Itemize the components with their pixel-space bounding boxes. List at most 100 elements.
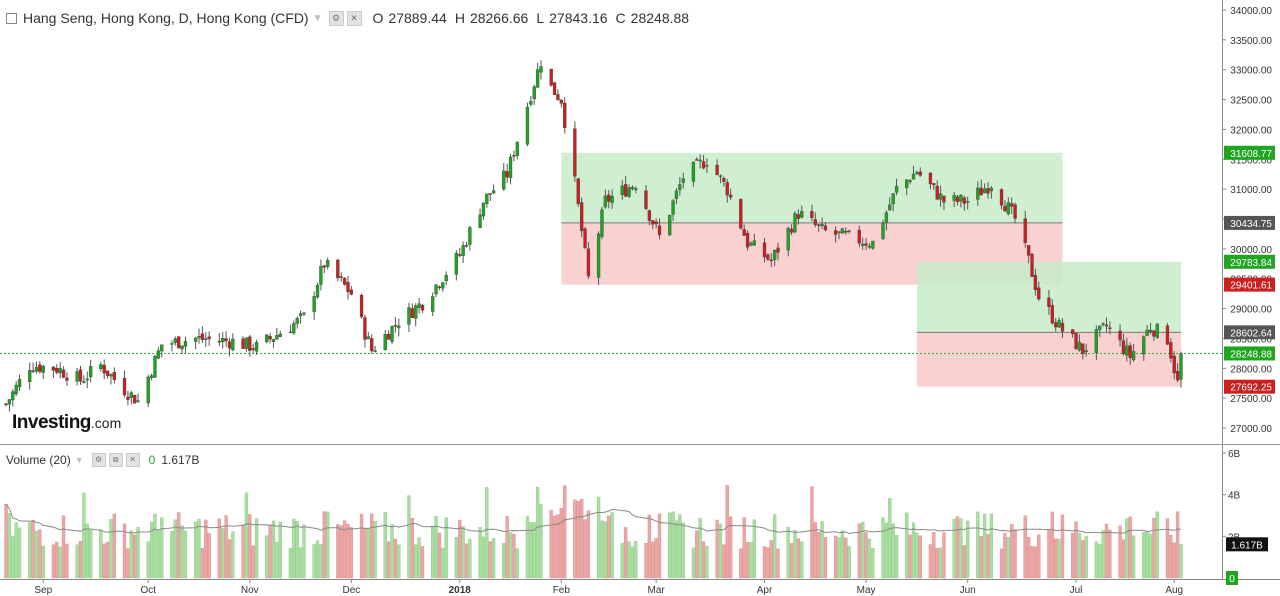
candle-up <box>28 370 32 382</box>
candle-down <box>986 188 990 194</box>
candle-down <box>810 211 814 218</box>
volume-current-value: 1.617B <box>161 453 200 467</box>
candle-down <box>505 171 509 178</box>
candle-up <box>1101 323 1105 325</box>
volume-flag-label: 0 <box>1229 574 1235 585</box>
volume-bar-down <box>339 525 343 579</box>
candle-down <box>999 189 1004 206</box>
volume-bar-up <box>41 545 45 579</box>
candle-down <box>823 225 828 231</box>
volume-bar-up <box>244 492 249 579</box>
candle-up <box>1125 345 1129 356</box>
volume-flag <box>1226 537 1268 552</box>
volume-bar-down <box>955 516 960 579</box>
candle-down <box>227 341 232 349</box>
volume-bar-down <box>1175 511 1180 579</box>
candle-down <box>556 94 560 101</box>
candle-down <box>1081 343 1085 354</box>
candle-up <box>871 240 875 249</box>
candle-up <box>434 284 438 295</box>
close-icon[interactable]: ✕ <box>346 10 362 26</box>
volume-bar-up <box>373 521 377 579</box>
candle-down <box>1070 329 1075 335</box>
x-tick-label: Oct <box>140 585 156 596</box>
candle-down <box>742 229 746 236</box>
candle-up <box>718 175 723 177</box>
price-tick-label: 28500.00 <box>1230 334 1272 345</box>
volume-bar-up <box>911 522 916 579</box>
volume-bar-down <box>1047 529 1051 579</box>
copy-icon[interactable]: ⧉ <box>108 453 123 467</box>
volume-bar-down <box>1050 511 1054 579</box>
volume-bar-down <box>576 500 580 579</box>
volume-bar-down <box>573 499 577 579</box>
volume-bar-up <box>1145 531 1149 579</box>
candle-down <box>1108 327 1112 329</box>
candle-up <box>752 240 756 246</box>
price-tick-label: 32500.00 <box>1230 96 1272 107</box>
volume-bar-down <box>105 541 110 579</box>
volume-bar-down <box>1118 525 1122 579</box>
volume-bar-down <box>55 541 59 579</box>
chevron-down-icon[interactable]: ▼ <box>312 12 323 24</box>
volume-bar-up <box>366 527 370 579</box>
candle-down <box>224 338 228 342</box>
candle-down <box>204 338 208 340</box>
volume-bar-up <box>1101 530 1105 579</box>
volume-bar-up <box>820 521 824 579</box>
candle-down <box>796 214 801 219</box>
candle-down <box>51 366 56 371</box>
price-tick-label: 31500.00 <box>1230 155 1272 166</box>
candle-up <box>1006 202 1010 214</box>
volume-bar-down <box>918 535 922 579</box>
candle-down <box>789 228 794 233</box>
volume-bar-up <box>390 524 394 579</box>
volume-bar-down <box>1037 534 1041 579</box>
volume-bar-down <box>488 541 492 579</box>
candle-down <box>745 232 750 248</box>
volume-bar-down <box>505 516 509 579</box>
candle-up <box>1084 350 1088 353</box>
settings-icon[interactable]: ⚙ <box>328 10 344 26</box>
candle-down <box>38 364 42 372</box>
price-flag-label: 31608.77 <box>1230 149 1272 160</box>
close-icon[interactable]: ✕ <box>125 453 140 467</box>
candle-up <box>146 376 150 404</box>
volume-bar-up <box>627 541 631 579</box>
candle-up <box>847 230 851 232</box>
volume-bar-down <box>657 513 662 579</box>
volume-bar-down <box>647 514 652 579</box>
volume-flag <box>1226 571 1238 585</box>
volume-bar-up <box>508 532 513 579</box>
candle-up <box>444 274 448 282</box>
volume-bar-up <box>441 547 445 579</box>
volume-legend-header: Volume (20) ▼ ⚙ ⧉ ✕ 0 1.617B <box>6 453 199 467</box>
candle-up <box>41 365 45 373</box>
candle-down <box>559 99 563 104</box>
chart-legend-header: Hang Seng, Hong Kong, D, Hong Kong (CFD)… <box>6 8 689 28</box>
volume-bar-down <box>942 532 946 579</box>
settings-icon[interactable]: ⚙ <box>91 453 106 467</box>
candle-up <box>610 195 614 203</box>
volume-tick-label: 6B <box>1228 449 1241 460</box>
collapse-toggle-icon[interactable] <box>6 12 17 24</box>
candle-up <box>891 193 895 205</box>
volume-bar-down <box>549 509 553 579</box>
volume-bar-down <box>1070 533 1075 579</box>
volume-bar-down <box>1023 515 1027 579</box>
volume-bar-up <box>461 526 465 579</box>
chevron-down-icon[interactable]: ▼ <box>74 455 84 465</box>
volume-bar-up <box>678 514 682 579</box>
stop-zone <box>916 332 1181 387</box>
volume-bar-up <box>681 522 685 579</box>
candle-up <box>837 231 841 233</box>
candle-down <box>1003 205 1007 212</box>
candle-up <box>58 368 62 374</box>
candle-up <box>319 266 323 285</box>
candle-up <box>634 188 638 190</box>
volume-bar-down <box>817 531 821 579</box>
candle-up <box>14 384 18 395</box>
candle-up <box>1155 323 1159 338</box>
candle-down <box>955 196 960 202</box>
